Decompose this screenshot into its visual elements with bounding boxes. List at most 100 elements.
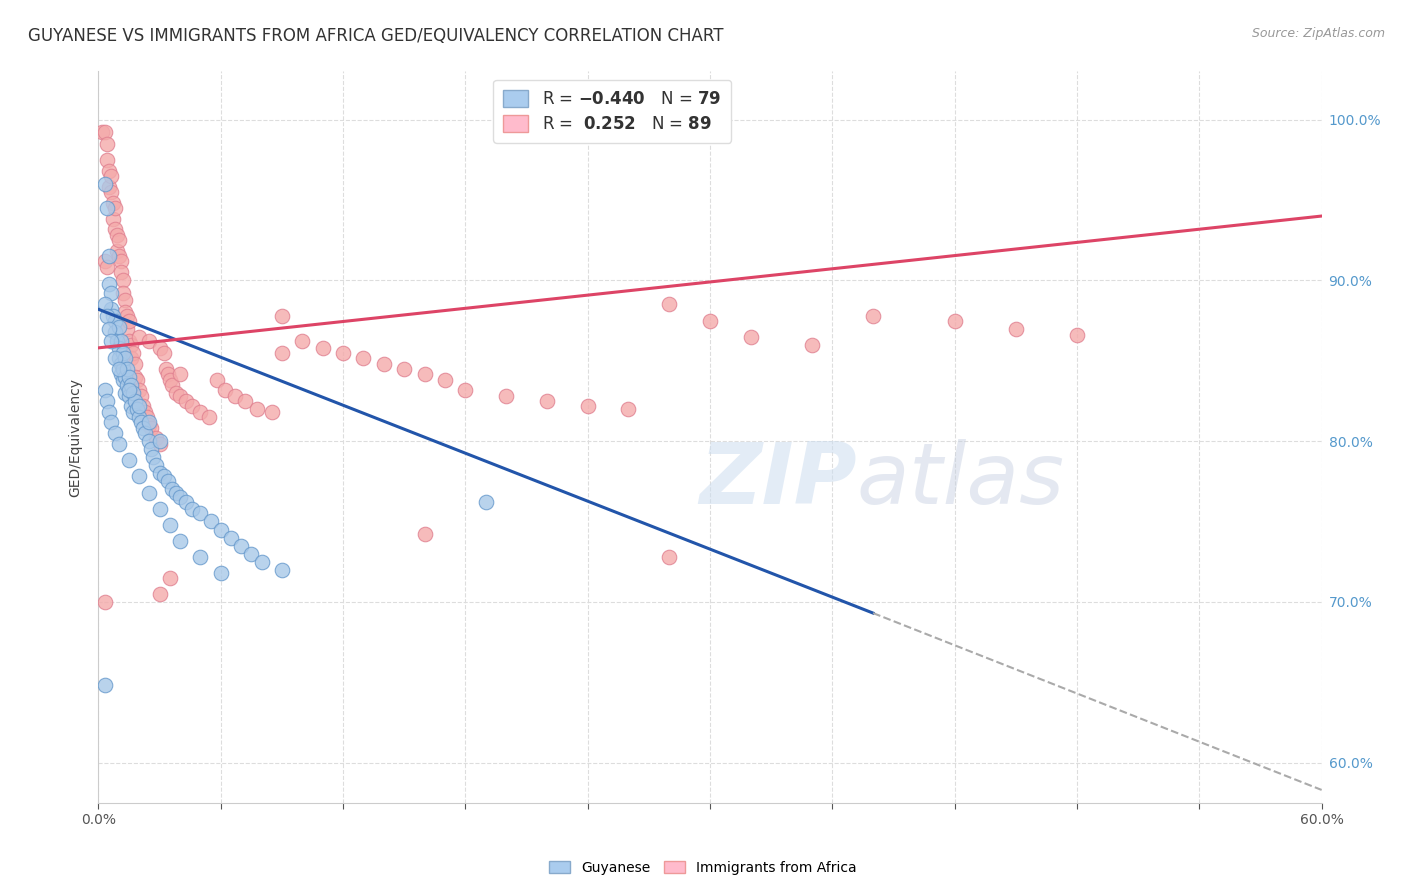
- Point: [97, 180, 120, 194]
- Point: [122, 345, 145, 359]
- Point: [155, 361, 177, 376]
- Point: [120, 351, 142, 365]
- Point: [128, 383, 150, 397]
- Point: [115, 309, 138, 323]
- Point: [101, 196, 124, 211]
- Point: [127, 401, 149, 416]
- Point: [118, 453, 141, 467]
- Point: [138, 417, 160, 432]
- Point: [96, 153, 118, 167]
- Point: [114, 369, 136, 384]
- Point: [96, 309, 118, 323]
- Point: [124, 393, 146, 408]
- Point: [576, 399, 599, 413]
- Point: [108, 361, 131, 376]
- Point: [104, 325, 127, 339]
- Point: [169, 389, 191, 403]
- Point: [132, 421, 155, 435]
- Point: [145, 431, 167, 445]
- Text: Source: ZipAtlas.com: Source: ZipAtlas.com: [1251, 27, 1385, 40]
- Legend: Guyanese, Immigrants from Africa: Guyanese, Immigrants from Africa: [544, 855, 862, 880]
- Point: [270, 309, 294, 323]
- Point: [142, 450, 165, 465]
- Point: [93, 595, 115, 609]
- Point: [104, 425, 127, 440]
- Point: [128, 469, 150, 483]
- Point: [174, 393, 197, 408]
- Point: [312, 341, 335, 355]
- Point: [118, 334, 141, 349]
- Point: [105, 228, 128, 243]
- Text: GUYANESE VS IMMIGRANTS FROM AFRICA GED/EQUIVALENCY CORRELATION CHART: GUYANESE VS IMMIGRANTS FROM AFRICA GED/E…: [28, 27, 724, 45]
- Point: [159, 571, 181, 585]
- Point: [124, 369, 146, 384]
- Point: [149, 437, 172, 451]
- Point: [740, 329, 762, 343]
- Point: [138, 334, 160, 349]
- Point: [352, 351, 374, 365]
- Point: [100, 415, 122, 429]
- Point: [270, 345, 294, 359]
- Point: [219, 531, 242, 545]
- Point: [132, 399, 155, 413]
- Point: [128, 329, 150, 343]
- Text: atlas: atlas: [856, 440, 1064, 523]
- Point: [104, 313, 127, 327]
- Point: [495, 389, 517, 403]
- Point: [93, 297, 115, 311]
- Point: [188, 549, 212, 564]
- Point: [105, 244, 128, 259]
- Point: [188, 507, 212, 521]
- Point: [159, 373, 181, 387]
- Point: [104, 222, 127, 236]
- Point: [536, 393, 558, 408]
- Point: [200, 515, 222, 529]
- Legend: R = $\mathbf{-0.440}$   N = $\mathbf{79}$, R =  $\mathbf{0.252}$   N = $\mathbf{: R = $\mathbf{-0.440}$ N = $\mathbf{79}$,…: [494, 79, 731, 143]
- Point: [152, 345, 174, 359]
- Point: [93, 177, 115, 191]
- Point: [658, 549, 681, 564]
- Point: [474, 495, 498, 509]
- Point: [118, 389, 141, 403]
- Point: [224, 389, 246, 403]
- Point: [1066, 328, 1088, 343]
- Point: [115, 361, 138, 376]
- Point: [104, 351, 127, 365]
- Y-axis label: GED/Equivalency: GED/Equivalency: [69, 377, 83, 497]
- Point: [111, 286, 134, 301]
- Point: [291, 334, 314, 349]
- Point: [160, 377, 183, 392]
- Point: [156, 367, 179, 381]
- Point: [114, 385, 136, 400]
- Point: [115, 321, 138, 335]
- Point: [134, 425, 156, 440]
- Point: [128, 399, 150, 413]
- Point: [96, 201, 118, 215]
- Point: [91, 125, 114, 139]
- Point: [233, 393, 256, 408]
- Point: [104, 201, 127, 215]
- Point: [413, 527, 436, 541]
- Point: [246, 401, 269, 416]
- Point: [270, 563, 294, 577]
- Point: [145, 458, 167, 473]
- Point: [118, 313, 141, 327]
- Point: [93, 125, 115, 139]
- Point: [1004, 321, 1026, 335]
- Point: [617, 401, 640, 416]
- Point: [149, 587, 172, 601]
- Point: [111, 373, 134, 387]
- Point: [169, 367, 191, 381]
- Point: [120, 337, 142, 351]
- Point: [108, 249, 131, 263]
- Point: [152, 469, 174, 483]
- Point: [124, 357, 146, 371]
- Point: [97, 249, 120, 263]
- Point: [108, 233, 131, 247]
- Point: [214, 383, 236, 397]
- Point: [108, 437, 131, 451]
- Point: [250, 555, 273, 569]
- Point: [149, 341, 172, 355]
- Point: [181, 501, 204, 516]
- Point: [454, 383, 477, 397]
